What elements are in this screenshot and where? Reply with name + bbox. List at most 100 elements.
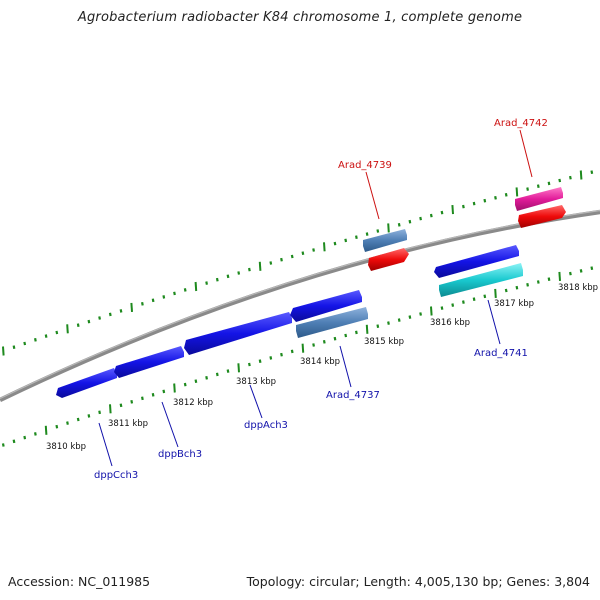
tick-mark (408, 315, 412, 319)
tick-mark (462, 300, 465, 304)
tick-mark (23, 341, 27, 346)
tick-mark (98, 316, 101, 320)
tick-mark (526, 187, 529, 191)
tick-mark (376, 324, 380, 329)
tick-mark (526, 282, 529, 287)
tick-mark (23, 435, 27, 440)
map-title: Agrobacterium radiobacter K84 chromosome… (77, 10, 523, 25)
gene-label-dppAch3[interactable]: dppAch3 (244, 420, 288, 431)
tick-mark (98, 410, 101, 415)
tick-label: 3811 kbp (108, 419, 148, 429)
tick-mark (290, 349, 294, 354)
tick-mark (344, 333, 348, 338)
tick-mark (440, 306, 444, 310)
tick-mark (205, 281, 208, 285)
tick-mark (515, 187, 519, 197)
tick-mark (108, 312, 112, 317)
gene-dppBch3[interactable] (114, 346, 184, 378)
tick-mark (397, 318, 401, 322)
tick-mark (194, 379, 198, 384)
tick-mark (2, 346, 5, 356)
gene-Arad_4737[interactable] (296, 307, 368, 338)
red-genes (368, 205, 566, 271)
tick-mark (333, 241, 337, 246)
tick-label: 3813 kbp (236, 377, 276, 387)
tick-mark (558, 271, 561, 281)
tick-mark (87, 319, 91, 324)
tick-mark (569, 271, 572, 276)
tick-mark (312, 343, 315, 347)
tick-mark (494, 288, 497, 298)
tick-label: 3814 kbp (300, 357, 340, 367)
tick-mark (162, 389, 166, 394)
gene-Arad_4738[interactable] (363, 229, 407, 252)
tick-mark (579, 269, 583, 273)
gene-Arad_4742-magenta[interactable] (515, 187, 563, 211)
gene-label-dppBch3[interactable]: dppBch3 (158, 449, 202, 460)
tick-mark (408, 219, 412, 224)
tick-mark (269, 261, 273, 265)
gene-Arad_4742-red[interactable] (518, 205, 566, 228)
gene-dppDch3[interactable] (290, 290, 362, 322)
gene-Arad_4741[interactable] (439, 263, 523, 297)
tick-mark (590, 266, 594, 271)
tick-mark (376, 229, 380, 233)
tick-mark (34, 337, 37, 342)
gene-label-Arad_4737[interactable]: Arad_4737 (326, 390, 380, 401)
tick-mark (87, 414, 91, 418)
tick-mark (397, 222, 401, 227)
tick-mark (215, 277, 219, 282)
tick-mark (462, 204, 465, 209)
tick-mark (226, 369, 230, 373)
gene-dppAch3[interactable] (184, 312, 292, 355)
lower-tick-track (1, 266, 594, 447)
tick-mark (322, 339, 326, 344)
tick-mark (258, 261, 262, 271)
tick-mark (569, 175, 572, 180)
tick-mark (590, 170, 594, 175)
gene-label-Arad_4739[interactable]: Arad_4739 (338, 160, 392, 171)
gene-Arad_4739[interactable] (368, 248, 409, 271)
tick-mark (130, 399, 134, 404)
tick-label: 3818 kbp (558, 283, 598, 293)
tick-mark (151, 298, 155, 303)
tick-mark (44, 334, 48, 338)
tick-mark (205, 375, 208, 380)
tick-mark (472, 201, 476, 206)
tick-mark (162, 295, 166, 299)
tick-mark (248, 267, 251, 272)
tick-mark (355, 235, 358, 240)
tick-mark (141, 396, 144, 401)
tick-mark (355, 330, 358, 335)
gene-dppCch3[interactable] (56, 368, 117, 398)
tick-label: 3815 kbp (364, 337, 404, 347)
tick-mark (536, 280, 540, 284)
tick-mark (365, 232, 369, 236)
tick-mark (173, 291, 176, 296)
gene-label-Arad_4741[interactable]: Arad_4741 (474, 348, 528, 359)
tick-mark (579, 170, 583, 180)
tick-mark (312, 248, 315, 252)
tick-mark (333, 336, 337, 341)
tick-mark (419, 216, 422, 221)
gene-Arad_4740[interactable] (434, 245, 519, 278)
tick-mark (237, 271, 241, 275)
tick-label: 3817 kbp (494, 299, 534, 309)
tick-mark (558, 178, 562, 183)
tick-mark (504, 288, 508, 293)
tick-mark (12, 345, 16, 350)
tick-mark (387, 321, 390, 325)
tick-mark (215, 372, 219, 377)
gene-label-Arad_4742[interactable]: Arad_4742 (494, 118, 548, 129)
steel-genes (296, 229, 407, 338)
tick-mark (280, 257, 283, 262)
tick-mark (504, 192, 508, 197)
tick-mark (323, 242, 326, 252)
tick-mark (547, 181, 551, 186)
gene-label-dppCch3[interactable]: dppCch3 (94, 470, 138, 481)
tick-mark (419, 312, 422, 316)
upper-tick-track (2, 170, 594, 356)
tick-label: 3812 kbp (173, 398, 213, 408)
tick-mark (151, 392, 155, 397)
tick-mark (472, 297, 476, 302)
